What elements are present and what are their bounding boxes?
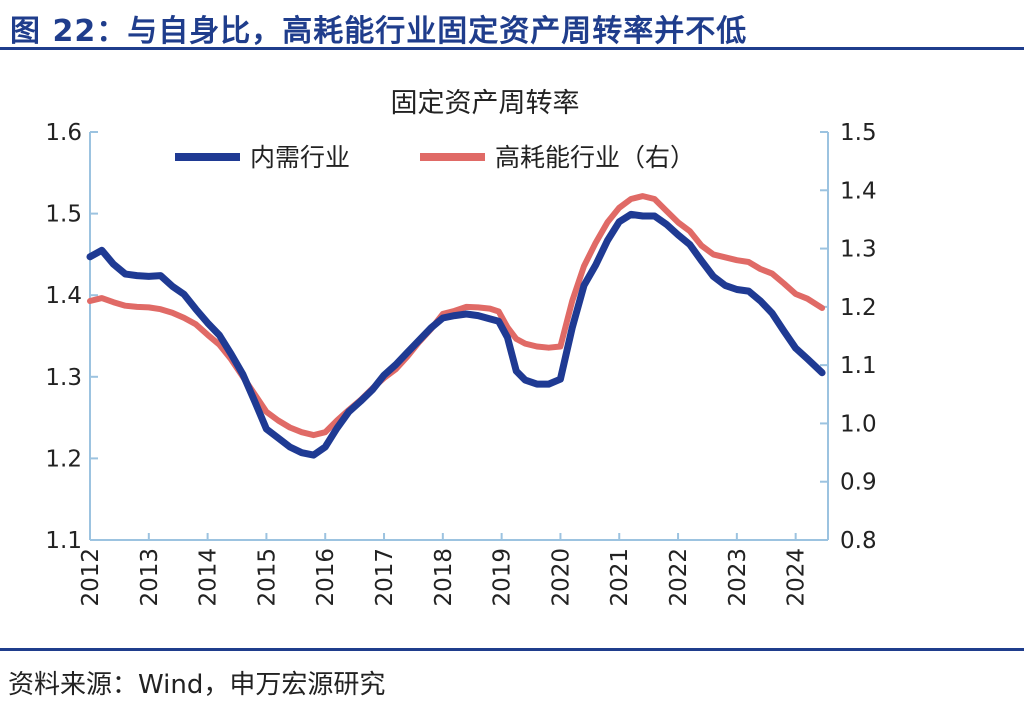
- x-tick-label: 2016: [313, 548, 339, 607]
- x-tick-label: 2022: [666, 548, 692, 607]
- x-tick-label: 2012: [78, 548, 104, 607]
- x-tick-label: 2023: [725, 548, 751, 607]
- right-tick-label: 1.1: [840, 353, 877, 379]
- x-tick-label: 2019: [490, 548, 516, 607]
- figure-title: 图 22：与自身比，高耗能行业固定资产周转率并不低: [10, 14, 748, 49]
- axes: 1.1 1.2 1.3 1.4 1.5 1.6 0.8 0.9 1.0 1.1 1.2 1.3 1.4 1…: [45, 120, 876, 607]
- left-tick-label: 1.6: [45, 120, 82, 146]
- left-tick-label: 1.1: [45, 528, 82, 554]
- x-tick-label: 2017: [372, 548, 398, 607]
- series-line-2: [87, 193, 826, 439]
- x-tick-label: 2014: [196, 548, 222, 607]
- right-tick-label: 1.3: [840, 237, 877, 263]
- right-tick-label: 0.9: [840, 470, 877, 496]
- source-note: 资料来源：Wind，申万宏源研究: [8, 670, 386, 700]
- x-tick-label: 2015: [254, 548, 280, 607]
- legend-label-series-2: 高耗能行业（右）: [495, 143, 695, 172]
- right-tick-label: 0.8: [840, 528, 877, 554]
- x-tick-label: 2018: [431, 548, 457, 607]
- line-chart: 固定资产周转率 1.11.21.31.41.51.60.80.91.01.11.…: [45, 88, 876, 607]
- left-tick-label: 1.2: [45, 446, 82, 472]
- x-tick-label: 2024: [784, 548, 810, 607]
- series-line-1: [86, 210, 826, 459]
- x-tick-label: 2013: [137, 548, 163, 607]
- right-tick-label: 1.0: [840, 411, 877, 437]
- legend: 内需行业 高耗能行业（右）: [175, 143, 695, 172]
- right-tick-label: 1.2: [840, 295, 877, 321]
- bottom-rule: [0, 648, 1024, 651]
- x-tick-label: 2020: [548, 548, 574, 607]
- right-tick-label: 1.4: [840, 178, 877, 204]
- right-tick-label: 1.5: [840, 120, 877, 146]
- top-rule: [0, 47, 1024, 50]
- series-layer: [86, 193, 826, 459]
- chart-title: 固定资产周转率: [391, 88, 580, 119]
- x-tick-label: 2021: [607, 548, 633, 607]
- left-tick-label: 1.5: [45, 202, 82, 228]
- left-tick-label: 1.3: [45, 365, 82, 391]
- legend-label-series-1: 内需行业: [250, 143, 350, 172]
- left-tick-label: 1.4: [45, 283, 82, 309]
